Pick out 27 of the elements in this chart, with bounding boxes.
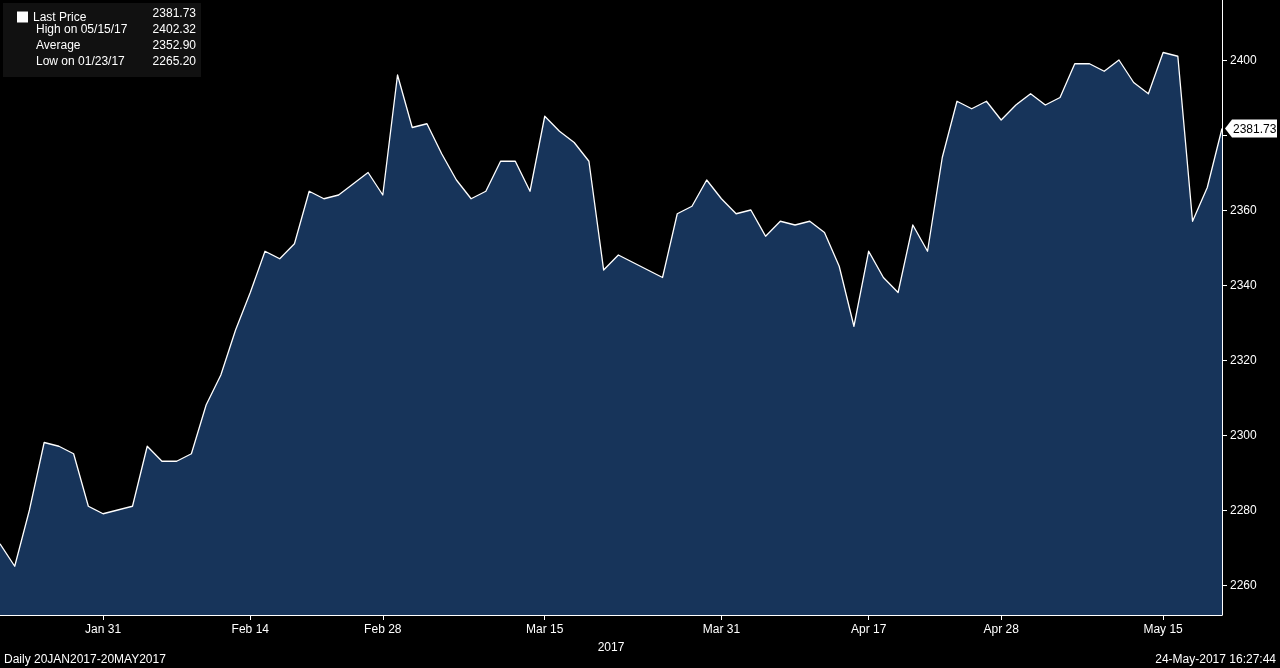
x-tick-label: Apr 17 (850, 622, 887, 636)
y-tick-label: 2320 (1230, 353, 1258, 367)
annotation: High on 05/15/17 (36, 22, 128, 36)
y-tick-label: 2280 (1230, 503, 1258, 517)
annotation: 2265.20 (152, 54, 197, 68)
annotation: Average (36, 38, 81, 52)
text: Daily 20JAN2017-20MAY2017 (4, 652, 167, 666)
x-tick-label: Mar 31 (702, 622, 741, 636)
y-tick-label: 2400 (1230, 53, 1258, 67)
x-tick-label: Feb 28 (364, 622, 402, 636)
annotation: 2402.32 (152, 22, 197, 36)
x-tick-label: Apr 28 (983, 622, 1020, 636)
annotation: 2352.90 (152, 38, 197, 52)
x-tick-label: May 15 (1143, 622, 1184, 636)
annotation: 2381.73 (152, 6, 197, 20)
annotation: Low on 01/23/17 (36, 54, 126, 68)
x-tick-label: Feb 14 (231, 622, 270, 636)
x-tick-label: Mar 15 (526, 622, 564, 636)
y-tick-label: 2300 (1230, 428, 1258, 442)
text: 24-May-2017 16:27:44 (1155, 652, 1277, 666)
y-tick-label: 2260 (1230, 578, 1258, 592)
y-tick-label: 2340 (1230, 278, 1258, 292)
x-axis-title: 2017 (597, 640, 625, 654)
text: 2381.73 (1233, 121, 1277, 136)
legend-label: Last Price (33, 10, 87, 24)
x-tick-label: Jan 31 (85, 622, 122, 636)
y-tick-label: 2360 (1230, 203, 1258, 217)
